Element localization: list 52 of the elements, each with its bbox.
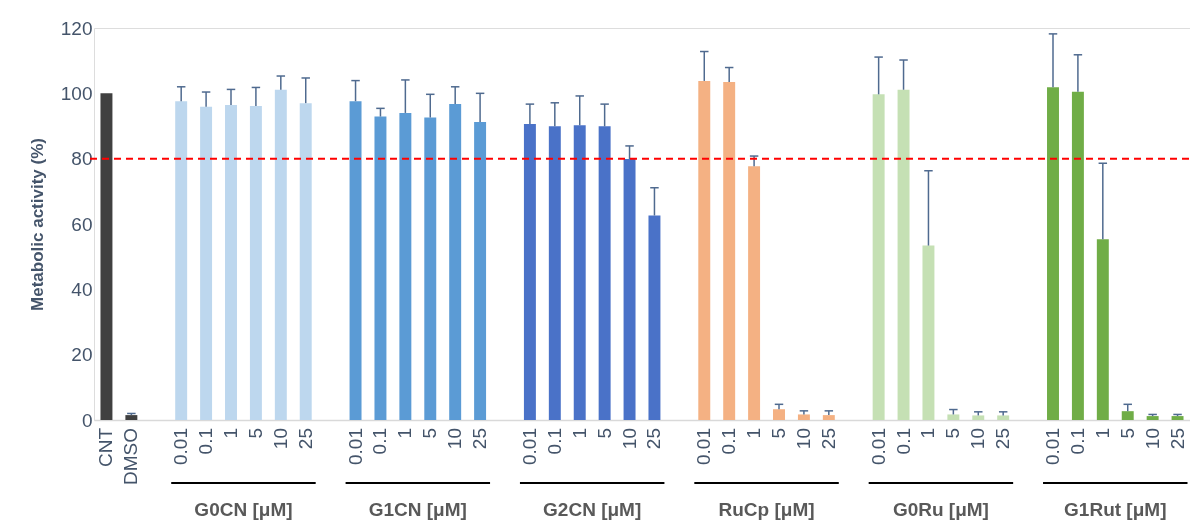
x-tick-label: 0.01 <box>867 428 889 465</box>
x-tick-label: 0.1 <box>543 428 565 455</box>
y-tick-label: 120 <box>60 17 93 39</box>
x-tick-label: 10 <box>1141 428 1163 450</box>
x-tick-label: 0.1 <box>718 428 740 455</box>
text: G1Rut [μM] <box>1064 499 1167 520</box>
x-tick-label: 5 <box>244 428 266 439</box>
x-tick-label: 0.1 <box>892 428 914 455</box>
x-tick-label: 5 <box>1116 428 1138 439</box>
x-tick-label: 5 <box>419 428 441 439</box>
x-tick-label: 0.01 <box>170 428 192 465</box>
x-tick-label: 1 <box>917 428 939 439</box>
x-tick-label: 5 <box>593 428 615 439</box>
x-tick-label: 0.01 <box>1042 428 1063 465</box>
x-tick-label: 10 <box>269 428 291 450</box>
text: G2CN [μM] <box>543 499 642 520</box>
text: RuCp [μM] <box>718 499 815 520</box>
x-tick-label: 10 <box>444 428 466 450</box>
text: G0Ru [μM] <box>892 499 989 520</box>
x-tick-label: 1 <box>220 428 241 439</box>
y-tick-label: 100 <box>60 82 93 104</box>
x-tick-label: 25 <box>643 428 665 450</box>
x-tick-label: 5 <box>768 428 789 439</box>
x-tick-label: 25 <box>1166 428 1188 450</box>
x-tick-label: 5 <box>942 428 964 439</box>
x-tick-label: 0.01 <box>344 428 366 465</box>
x-tick-label: 0.01 <box>518 428 540 465</box>
x-tick-label: 1 <box>1091 428 1113 439</box>
text: G0CN [μM] <box>194 499 293 520</box>
x-tick-label: 1 <box>743 428 765 439</box>
x-tick-label: 1 <box>568 428 590 439</box>
y-tick-label: 0 <box>81 409 93 431</box>
x-tick-label: 0.1 <box>369 428 391 455</box>
x-tick-label: DMSO <box>120 428 142 485</box>
y-axis-title: Metabolic activity (%) <box>27 138 47 311</box>
y-tick-label: 60 <box>71 213 93 235</box>
x-tick-label: 25 <box>817 428 839 450</box>
x-tick-label: 0.1 <box>195 428 217 455</box>
x-tick-label: 25 <box>992 428 1014 450</box>
x-tick-label: 0.01 <box>693 428 715 465</box>
x-tick-label: 25 <box>294 428 316 450</box>
y-tick-label: 40 <box>71 278 93 300</box>
text: G1CN [μM] <box>368 499 467 520</box>
x-tick-label: 10 <box>618 428 640 450</box>
x-tick-label: 25 <box>469 428 491 450</box>
x-tick-label: 10 <box>967 428 989 450</box>
y-tick-label: 20 <box>71 344 93 366</box>
x-tick-label: 0.1 <box>1066 428 1088 455</box>
x-tick-label: 1 <box>394 428 416 439</box>
y-tick-label: 80 <box>71 148 93 170</box>
x-tick-label: CNT <box>95 427 117 468</box>
x-tick-label: 10 <box>792 428 814 450</box>
